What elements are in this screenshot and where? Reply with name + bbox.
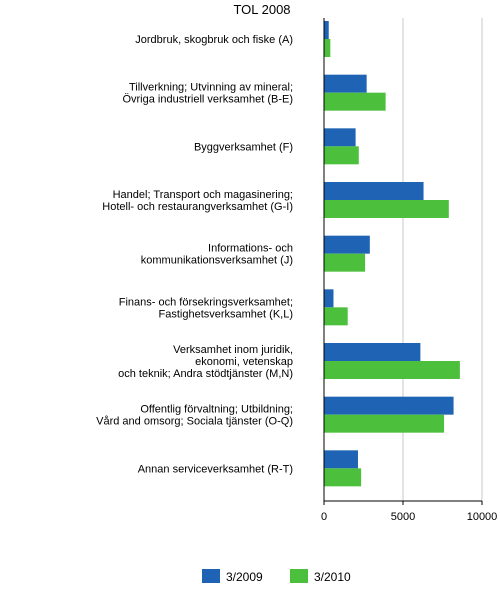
category-label: Offentlig förvaltning; Utbildning; Vård a… [96, 404, 293, 428]
bar-series1-1 [324, 74, 367, 93]
bar-series2-6 [324, 361, 460, 379]
bar-series1-8 [324, 450, 358, 469]
category-label: Verksamhet inom juridik, ekonomi, vetensk… [118, 344, 293, 380]
legend-label: 3/2010 [314, 570, 351, 584]
bar-series1-0 [324, 21, 329, 39]
x-tick-label: 10000 [467, 511, 498, 523]
bar-series2-8 [324, 468, 362, 487]
chart-title: TOL 2008 [233, 2, 290, 17]
x-axis: 0 5000 10000 [321, 18, 497, 523]
category-label: Byggverksamhet (F) [194, 141, 293, 153]
bar-series1-2 [324, 128, 356, 147]
legend-swatch [202, 569, 220, 583]
bar-series1-5 [324, 289, 334, 308]
bar-series2-0 [324, 39, 331, 57]
x-tick-label: 5000 [391, 511, 415, 523]
bar-series2-4 [324, 253, 366, 272]
legend-item-1: 3/2009 [202, 569, 263, 584]
legend-swatch [290, 569, 308, 583]
bar-series2-2 [324, 146, 359, 165]
bar-series2-1 [324, 92, 386, 111]
category-label: Tillverkning; Utvinning av mineral; Övrig… [122, 82, 293, 106]
legend-label: 3/2009 [226, 570, 263, 584]
bar-series1-7 [324, 396, 454, 415]
bar-series2-7 [324, 414, 445, 433]
category-label: Jordbruk, skogbruk och fiske (A) [135, 34, 293, 46]
bar-series1-6 [324, 343, 421, 361]
category-label: Annan serviceverksamhet (R-T) [138, 463, 293, 475]
legend: 3/2009 3/2010 [202, 569, 351, 584]
category-label: Handel; Transport och magasinering; Hotel… [102, 189, 293, 213]
legend-item-2: 3/2010 [290, 569, 351, 584]
bar-series1-4 [324, 235, 370, 254]
category-labels: Jordbruk, skogbruk och fiske (A) Tillverk… [96, 34, 293, 475]
category-label: Finans- och försekringsverksamhet; Fastig… [119, 296, 293, 320]
x-tick-label: 0 [321, 511, 327, 523]
bar-series2-5 [324, 307, 348, 326]
category-label: Informations- och kommunikationsverksamhe… [141, 243, 293, 267]
bar-series2-3 [324, 200, 449, 218]
bar-series1-3 [324, 182, 424, 200]
bars [324, 21, 460, 487]
